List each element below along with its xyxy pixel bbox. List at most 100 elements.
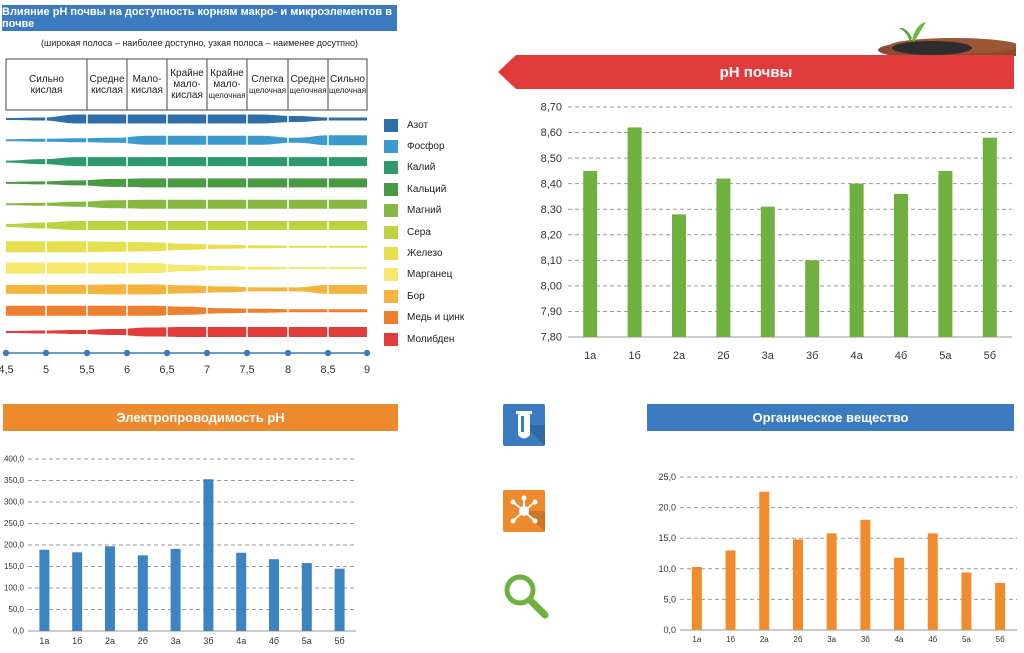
nutrient-band (6, 114, 367, 124)
legend-item: Медь и цинк (384, 311, 464, 325)
ph-chart-title: pH почвы (719, 63, 793, 81)
ph-range-header: Сильно кислая (6, 59, 87, 110)
legend-swatch (384, 332, 398, 346)
legend-item: Кальций (384, 182, 446, 196)
y-tick-label: 8,50 (541, 153, 562, 165)
legend-item: Азот (384, 118, 428, 132)
y-tick-label: 10,0 (658, 564, 676, 574)
x-category-label: 5а (962, 635, 971, 644)
ph-range-header: Мало-кислая (127, 59, 167, 110)
bar (137, 555, 148, 631)
y-tick-label: 7,90 (541, 306, 562, 318)
axis-tick-dot (163, 349, 171, 357)
bar (269, 559, 279, 631)
nutrient-band (6, 327, 367, 337)
x-category-label: 2б (717, 350, 729, 362)
bar (849, 183, 864, 337)
bar (725, 550, 736, 630)
nutrient-band (6, 305, 367, 316)
ph-axis-tick-label: 7,5 (239, 364, 254, 376)
legend-label: Кальций (407, 183, 447, 195)
y-tick-label: 25,0 (658, 472, 676, 482)
ph-axis-tick-label: 6,5 (159, 364, 174, 376)
x-category-label: 3б (203, 636, 213, 646)
ph-range-header: Слегка щелочная (247, 59, 288, 110)
ph-range-header-line: Сильно (29, 73, 64, 85)
bar (583, 170, 598, 337)
bar (995, 582, 1006, 630)
y-tick-label: 15,0 (658, 533, 676, 543)
x-category-label: 1б (726, 635, 735, 644)
legend-swatch (384, 268, 398, 282)
ph-axis-tick-label: 9 (364, 364, 370, 376)
x-category-label: 2б (138, 636, 148, 646)
ec-bar-chart: 0,0 50,0 100,0 150,0 200,0 250,0 300,0 350,0 400… (4, 455, 356, 646)
legend-item: Калий (384, 161, 435, 175)
bar (927, 533, 938, 630)
y-tick-label: 250,0 (4, 519, 25, 528)
nutrient-band (6, 284, 367, 295)
ph-range-header-line: щелочная (248, 85, 287, 95)
ph-range-header-line: Средне (89, 73, 125, 85)
legend-swatch (384, 289, 398, 303)
axis-tick-dot (284, 349, 292, 357)
ph-range-header-line: кислая (91, 84, 123, 96)
x-category-label: 2а (105, 636, 115, 646)
legend-swatch (384, 118, 398, 132)
bar (759, 491, 770, 630)
legend-label: Молибден (407, 333, 455, 345)
ph-range-header-line: Сильно (330, 73, 365, 85)
y-tick-label: 200,0 (4, 541, 25, 550)
legend-item: Сера (384, 225, 431, 239)
ph-range-header-line: Мало- (132, 73, 162, 85)
ph-range-header-line: Слегка (251, 73, 284, 85)
axis-tick-dot (123, 349, 131, 357)
bar (39, 549, 50, 631)
legend-label: Калий (407, 162, 436, 174)
y-tick-label: 8,10 (541, 255, 562, 267)
soil-sprout-icon (876, 16, 1024, 60)
legend-label: Медь и цинк (407, 312, 465, 324)
x-category-label: 1б (72, 636, 82, 646)
x-category-label: 1а (692, 635, 701, 644)
ph-table-title: Влияние pH почвы на доступность корням м… (2, 5, 397, 31)
x-category-label: 2а (760, 635, 769, 644)
bar (938, 170, 953, 337)
axis-tick-dot (203, 349, 211, 357)
x-category-label: 5б (335, 636, 345, 646)
bar (894, 193, 908, 337)
legend-swatch (384, 161, 398, 175)
ph-bar-chart: 7,80 7,90 8,00 8,10 8,20 8,30 8,40 8,50 8,60 8,70… (541, 102, 1012, 362)
y-tick-label: 8,40 (541, 178, 562, 190)
legend-label: Марганец (407, 269, 453, 281)
legend-item: Железо (384, 246, 443, 260)
ph-axis-tick-label: 5,5 (79, 364, 94, 376)
om-chart-title: Органическое вещество (647, 404, 1014, 431)
bar (170, 548, 181, 631)
ph-axis-tick-label: 4,5 (0, 364, 14, 376)
ph-range-header-line: щелочная (328, 85, 367, 95)
x-category-label: 2а (673, 350, 686, 362)
bar (982, 137, 997, 337)
bar (826, 533, 837, 630)
y-tick-label: 150,0 (4, 562, 25, 571)
x-category-label: 2б (793, 635, 802, 644)
nutrient-band (6, 157, 367, 167)
axis-tick-dot (83, 349, 91, 357)
legend-label: Азот (407, 119, 429, 131)
bar (691, 566, 702, 630)
legend-swatch (384, 246, 398, 260)
legend-label: Фосфор (407, 140, 445, 152)
y-tick-label: 20,0 (658, 503, 676, 513)
bar (301, 563, 312, 631)
ph-range-header: Средне щелочная (288, 59, 328, 110)
nutrient-band (6, 135, 367, 146)
axis-tick-dot (42, 349, 50, 357)
bar (894, 557, 905, 630)
y-tick-label: 400,0 (4, 455, 25, 464)
x-category-label: 4б (895, 350, 907, 362)
x-category-label: 3а (827, 635, 836, 644)
bar (72, 552, 83, 631)
magnifier-icon (500, 570, 550, 620)
x-category-label: 5а (939, 350, 952, 362)
